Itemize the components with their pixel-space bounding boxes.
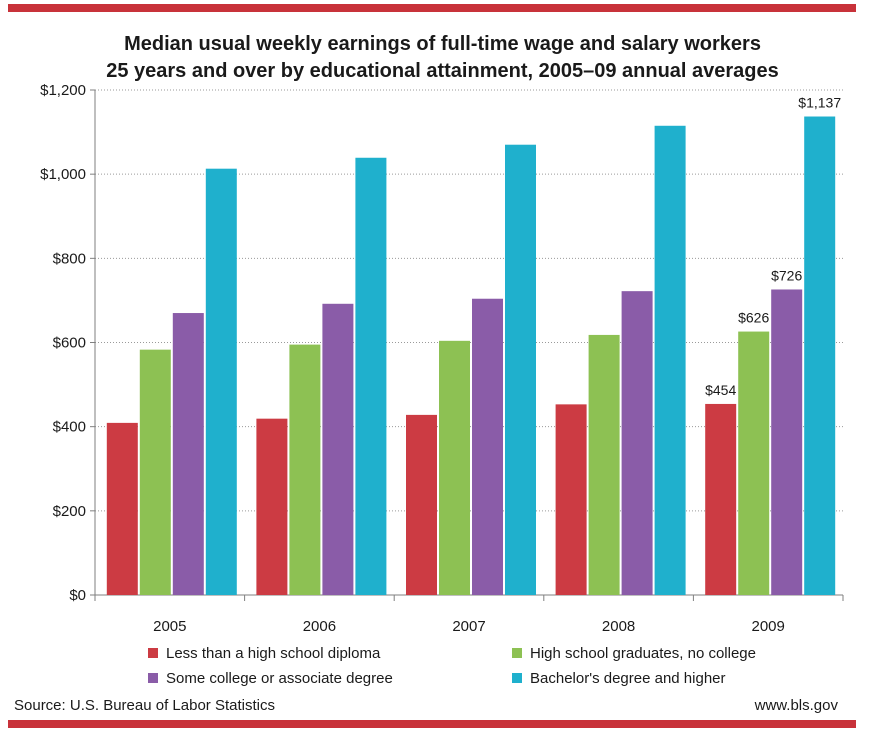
- bar: [654, 125, 686, 595]
- bar: [406, 414, 437, 595]
- bar: [172, 313, 204, 595]
- x-tick-label: 2005: [153, 618, 186, 635]
- data-label: $726: [771, 267, 802, 283]
- y-tick-label: $0: [69, 587, 86, 604]
- legend-swatch: [512, 648, 522, 658]
- legend-item: Less than a high school diploma: [148, 645, 380, 662]
- legend-swatch: [512, 673, 522, 683]
- bar: [355, 157, 387, 596]
- bar: [289, 344, 321, 595]
- x-tick-label: 2009: [752, 618, 785, 635]
- legend-item: Some college or associate degree: [148, 670, 393, 687]
- bar: [106, 422, 138, 595]
- legend-item: High school graduates, no college: [512, 645, 756, 662]
- y-tick-label: $400: [53, 419, 86, 436]
- chart-title: Median usual weekly earnings of full-tim…: [124, 33, 761, 55]
- bar: [804, 116, 836, 595]
- top-accent-bar: [8, 4, 856, 12]
- y-tick-label: $200: [53, 503, 86, 520]
- bar: [588, 334, 620, 595]
- source-note: Source: U.S. Bureau of Labor Statistics: [14, 697, 275, 714]
- legend-swatch: [148, 648, 158, 658]
- x-tick-label: 2007: [452, 618, 485, 635]
- legend-swatch: [148, 673, 158, 683]
- bar: [472, 298, 503, 595]
- chart-subtitle: 25 years and over by educational attainm…: [106, 60, 779, 82]
- legend-item: Bachelor's degree and higher: [512, 670, 726, 687]
- data-label: $454: [705, 382, 736, 398]
- bar: [705, 403, 737, 595]
- x-tick-label: 2006: [303, 618, 336, 635]
- bar: [738, 331, 770, 595]
- bar: [621, 291, 653, 595]
- bar: [771, 289, 803, 595]
- legend-label: Some college or associate degree: [166, 670, 393, 687]
- bar: [505, 144, 536, 596]
- legend-label: Less than a high school diploma: [166, 645, 381, 662]
- bar: [139, 349, 171, 595]
- data-label: $1,137: [798, 95, 841, 111]
- bar: [205, 168, 237, 595]
- y-tick-label: $1,200: [40, 82, 86, 99]
- bar: [322, 303, 354, 595]
- bar: [555, 404, 587, 595]
- legend-label: Bachelor's degree and higher: [530, 670, 726, 687]
- data-label: $626: [738, 310, 769, 326]
- y-tick-label: $600: [53, 335, 86, 352]
- bar: [256, 418, 288, 595]
- bottom-accent-bar: [8, 720, 856, 728]
- legend-label: High school graduates, no college: [530, 645, 756, 662]
- y-tick-label: $800: [53, 250, 86, 267]
- website-link[interactable]: www.bls.gov: [754, 697, 838, 714]
- x-tick-label: 2008: [602, 618, 635, 635]
- bar: [439, 340, 470, 595]
- y-tick-label: $1,000: [40, 166, 86, 183]
